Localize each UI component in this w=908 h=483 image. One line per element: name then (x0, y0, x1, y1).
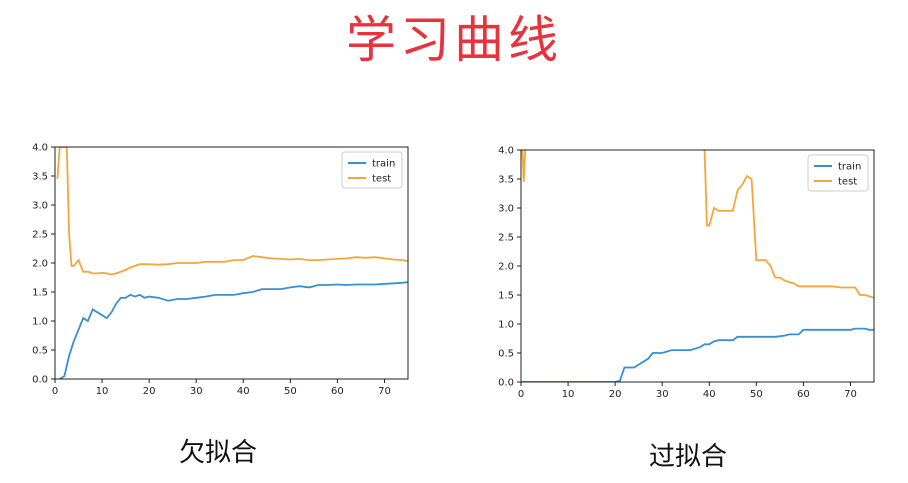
series-line-train (521, 327, 874, 382)
x-tick-label: 0 (52, 386, 58, 397)
y-tick-label: 0.5 (32, 346, 48, 357)
x-tick-label: 70 (844, 389, 857, 400)
caption-overfitting: 过拟合 (648, 442, 727, 472)
y-tick-label: 0.0 (498, 378, 514, 389)
legend-label-test: test (838, 177, 857, 188)
page-title: 学习曲线 (346, 11, 562, 69)
x-tick-label: 40 (237, 386, 250, 397)
x-tick-label: 20 (143, 386, 156, 397)
legend-label-test: test (372, 174, 391, 185)
x-tick-label: 40 (703, 389, 716, 400)
series-line-train (59, 281, 408, 379)
x-tick-label: 50 (284, 386, 297, 397)
y-tick-label: 2.5 (32, 230, 48, 241)
y-tick-label: 1.5 (498, 291, 514, 302)
y-tick-label: 1.5 (32, 288, 48, 299)
legend-label-train: train (372, 159, 395, 170)
series-line-test (56, 147, 408, 276)
x-tick-label: 60 (331, 386, 344, 397)
series-line-test-start (521, 150, 527, 182)
x-tick-label: 10 (96, 386, 109, 397)
y-tick-label: 1.0 (498, 320, 514, 331)
legend-label-train: train (838, 162, 861, 173)
y-tick-label: 3.5 (32, 172, 48, 183)
x-tick-label: 10 (562, 389, 575, 400)
y-tick-label: 3.0 (498, 204, 514, 215)
y-tick-label: 2.0 (32, 259, 48, 270)
x-tick-label: 30 (190, 386, 203, 397)
caption-underfitting: 欠拟合 (178, 438, 257, 468)
y-tick-label: 4.0 (498, 146, 514, 157)
x-tick-label: 60 (797, 389, 810, 400)
y-tick-label: 0.5 (498, 349, 514, 360)
chart-overfitting: 0 10 20 30 40 50 60 70 0.0 0.5 1.0 1.5 2.0 2.5 3.0 3.5 4… (498, 146, 875, 400)
x-tick-label: 0 (518, 389, 524, 400)
y-tick-label: 4.0 (32, 143, 48, 154)
x-tick-label: 20 (609, 389, 622, 400)
y-tick-label: 3.0 (32, 201, 48, 212)
y-tick-label: 2.0 (498, 262, 514, 273)
y-tick-label: 2.5 (498, 233, 514, 244)
y-tick-label: 1.0 (32, 317, 48, 328)
x-tick-label: 30 (656, 389, 669, 400)
y-tick-label: 0.0 (32, 375, 48, 386)
series-line-test (703, 150, 874, 299)
x-tick-label: 70 (378, 386, 391, 397)
y-tick-label: 3.5 (498, 175, 514, 186)
x-tick-label: 50 (750, 389, 763, 400)
chart-underfitting: 0 10 20 30 40 50 60 70 0.0 0.5 1.0 1.5 2.0 2.5 3.0 3.5 4… (32, 143, 409, 397)
